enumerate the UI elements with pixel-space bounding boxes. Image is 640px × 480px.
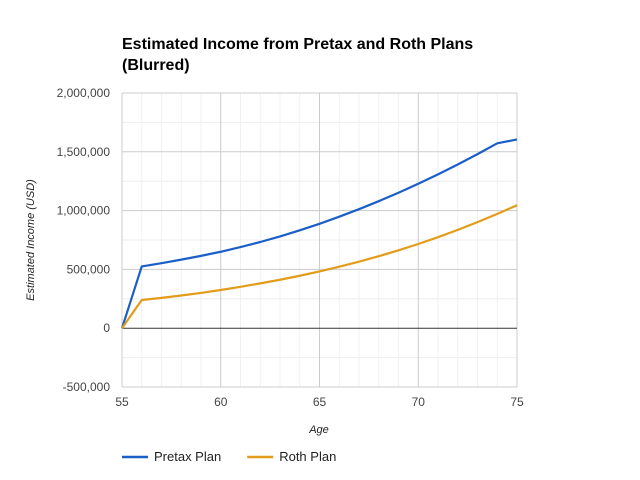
y-tick-label: 1,500,000 bbox=[57, 145, 111, 159]
y-tick-label: 2,000,000 bbox=[57, 86, 111, 100]
x-axis-ticks: 55 60 65 70 75 bbox=[115, 395, 524, 409]
chart-title-line-2: (Blurred) bbox=[122, 57, 190, 74]
x-tick-label: 65 bbox=[313, 395, 327, 409]
y-tick-label: 1,000,000 bbox=[57, 204, 111, 218]
legend-label-pretax: Pretax Plan bbox=[154, 449, 221, 464]
x-tick-label: 70 bbox=[412, 395, 426, 409]
legend: Pretax Plan Roth Plan bbox=[122, 449, 336, 464]
series-lines bbox=[120, 138, 518, 329]
y-axis-ticks: -500,000 0 500,000 1,000,000 1,500,000 2,000,… bbox=[57, 86, 111, 394]
series-line-pretax bbox=[120, 138, 518, 329]
x-tick-label: 75 bbox=[510, 395, 524, 409]
y-tick-label: 500,000 bbox=[67, 262, 111, 276]
legend-label-roth: Roth Plan bbox=[279, 449, 336, 464]
y-tick-label: 0 bbox=[103, 321, 110, 335]
gridlines bbox=[121, 92, 518, 388]
series-line-roth bbox=[121, 204, 518, 329]
x-tick-label: 55 bbox=[115, 395, 129, 409]
x-axis-title: Age bbox=[308, 424, 329, 436]
chart-title: Estimated Income from Pretax and Roth Pl… bbox=[122, 36, 473, 74]
y-axis-title: Estimated Income (USD) bbox=[25, 179, 37, 301]
x-tick-label: 60 bbox=[214, 395, 228, 409]
chart-title-line-1: Estimated Income from Pretax and Roth Pl… bbox=[122, 36, 473, 53]
y-tick-label: -500,000 bbox=[63, 380, 111, 394]
